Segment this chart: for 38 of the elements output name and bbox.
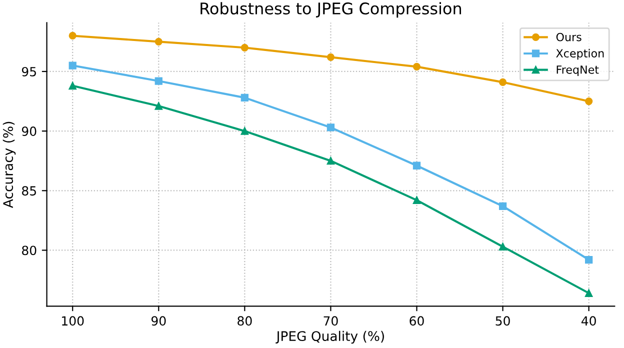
point <box>326 124 335 132</box>
x-tick-label: 60 <box>410 316 424 326</box>
point <box>585 97 593 106</box>
point <box>585 289 593 297</box>
y-tick-label: 80 <box>22 246 36 256</box>
point <box>326 157 335 165</box>
point <box>154 102 162 110</box>
y-axis-title: Accuracy (%) <box>2 122 16 208</box>
x-tick-label: 90 <box>151 316 166 326</box>
x-axis-title: JPEG Quality (%) <box>276 330 384 344</box>
point <box>240 44 249 52</box>
legend-label: Ours <box>556 32 582 42</box>
point <box>412 62 421 71</box>
legend-label: Xception <box>556 48 604 60</box>
legend-label: FreqNet <box>556 66 599 76</box>
point <box>240 94 249 102</box>
x-tick-label: 70 <box>324 316 338 326</box>
x-tick-label: 50 <box>496 316 510 326</box>
point <box>154 38 162 46</box>
point <box>68 32 76 40</box>
point <box>585 256 593 264</box>
x-tick-label: 40 <box>581 316 596 326</box>
point <box>68 82 76 90</box>
point <box>498 202 507 210</box>
x-tick-label: 100 <box>62 316 84 326</box>
y-tick-label: 95 <box>22 66 36 76</box>
y-tick-label: 85 <box>22 186 36 196</box>
point <box>326 53 335 61</box>
x-tick-label: 80 <box>238 316 252 326</box>
chart-title: Robustness to JPEG Compression <box>200 2 462 18</box>
point <box>412 162 421 170</box>
y-tick-label: 90 <box>22 126 36 136</box>
point <box>68 62 76 70</box>
point <box>412 196 421 204</box>
point <box>154 77 162 85</box>
point <box>498 242 507 250</box>
point <box>498 78 507 86</box>
point <box>240 127 249 135</box>
